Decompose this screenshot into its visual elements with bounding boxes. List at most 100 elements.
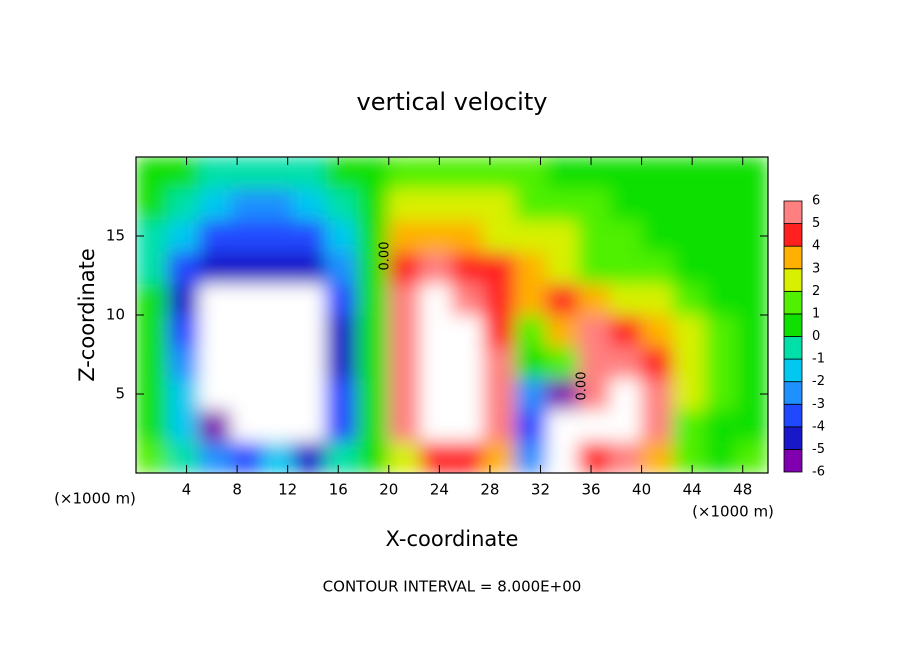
heat-cell <box>261 377 295 411</box>
x-tick-label: 44 <box>683 481 702 499</box>
heat-cell <box>388 157 421 190</box>
unit-label: (×1000 m) <box>692 503 774 521</box>
colorbar-label: -6 <box>812 465 825 480</box>
heat-cell <box>514 440 548 473</box>
heat-cell <box>230 314 263 348</box>
heat-cell <box>735 157 768 190</box>
heat-cell <box>136 251 169 284</box>
footer: CONTOUR INTERVAL = 8.000E+00 <box>323 578 582 596</box>
heat-cell <box>609 188 643 221</box>
heat-cell <box>261 314 295 348</box>
heat-cell <box>419 440 453 473</box>
heat-cell <box>167 440 200 473</box>
x-tick-label: 24 <box>430 481 449 499</box>
heat-cell <box>546 157 579 190</box>
heat-cell <box>167 409 200 442</box>
heat-cell <box>483 409 516 442</box>
heat-cell <box>546 282 579 316</box>
heat-cell <box>325 251 358 284</box>
heat-cell <box>419 219 453 253</box>
heat-cell <box>609 346 643 379</box>
x-tick-label: 48 <box>733 481 752 499</box>
colorbar-swatch <box>783 223 803 247</box>
colorbar-swatch <box>783 381 803 405</box>
heat-cell <box>419 346 453 379</box>
x-tick-label: 28 <box>480 481 499 499</box>
colorbar-label: -4 <box>812 419 825 434</box>
heat-cell <box>293 377 327 411</box>
heat-cell <box>230 251 263 284</box>
heat-cell <box>419 409 453 442</box>
contour-label: 0.00 <box>378 242 393 271</box>
heat-cell <box>577 314 611 348</box>
heat-cell <box>419 282 453 316</box>
heat-cell <box>451 219 485 253</box>
heat-cell <box>641 409 674 442</box>
heat-cell <box>672 346 706 379</box>
heat-cell <box>735 188 768 221</box>
heat-cell <box>261 409 295 442</box>
heat-cell <box>546 346 579 379</box>
heat-cell <box>704 409 737 442</box>
heat-cell <box>261 440 295 473</box>
colorbar-swatch <box>783 268 803 292</box>
heat-cell <box>704 188 737 221</box>
colorbar-label: 4 <box>812 239 820 254</box>
heat-cell <box>483 251 516 284</box>
x-tick-label: 12 <box>278 481 297 499</box>
heat-cell <box>167 251 200 284</box>
heat-cell <box>356 377 390 411</box>
heat-cell <box>325 346 358 379</box>
heat-cell <box>136 282 169 316</box>
heat-cell <box>261 157 295 190</box>
colorbar-swatch <box>783 313 803 337</box>
heat-cell <box>704 251 737 284</box>
heat-cell <box>261 219 295 253</box>
x-tick-label: 32 <box>531 481 550 499</box>
heat-cell <box>609 282 643 316</box>
heat-cell <box>167 346 200 379</box>
heat-cell <box>230 219 263 253</box>
heat-cell <box>167 282 200 316</box>
heat-cell <box>704 440 737 473</box>
heat-cell <box>704 157 737 190</box>
heat-cell <box>419 377 453 411</box>
heat-cell <box>672 377 706 411</box>
heat-cell <box>136 188 169 221</box>
heat-cell <box>230 282 263 316</box>
heat-cell <box>546 440 579 473</box>
heat-cell <box>325 157 358 190</box>
heat-cell <box>261 188 295 221</box>
heat-cell <box>735 440 768 473</box>
heat-cell <box>293 346 327 379</box>
heat-cell <box>546 219 579 253</box>
heat-cell <box>451 282 485 316</box>
colorbar-label: -1 <box>812 352 825 367</box>
heat-cell <box>672 282 706 316</box>
heat-cell <box>293 409 327 442</box>
heat-cell <box>672 157 706 190</box>
x-tick-label: 4 <box>182 481 192 499</box>
heat-cell <box>230 346 263 379</box>
heat-cell <box>388 377 421 411</box>
heat-cell <box>325 314 358 348</box>
heat-cell <box>704 377 737 411</box>
heat-cell <box>198 188 232 221</box>
colorbar-swatch <box>783 200 803 224</box>
heat-cell <box>356 251 390 284</box>
heat-cell <box>293 440 327 473</box>
heat-cell <box>388 409 421 442</box>
heat-cell <box>546 188 579 221</box>
heat-cell <box>483 346 516 379</box>
heat-cell <box>609 409 643 442</box>
heat-cell <box>230 377 263 411</box>
heat-cell <box>451 346 485 379</box>
heat-cell <box>230 409 263 442</box>
heat-cell <box>483 440 516 473</box>
heat-cell <box>230 188 263 221</box>
heat-cell <box>641 282 674 316</box>
heat-cell <box>167 377 200 411</box>
colorbar-swatch <box>783 358 803 383</box>
heat-cell <box>293 188 327 221</box>
